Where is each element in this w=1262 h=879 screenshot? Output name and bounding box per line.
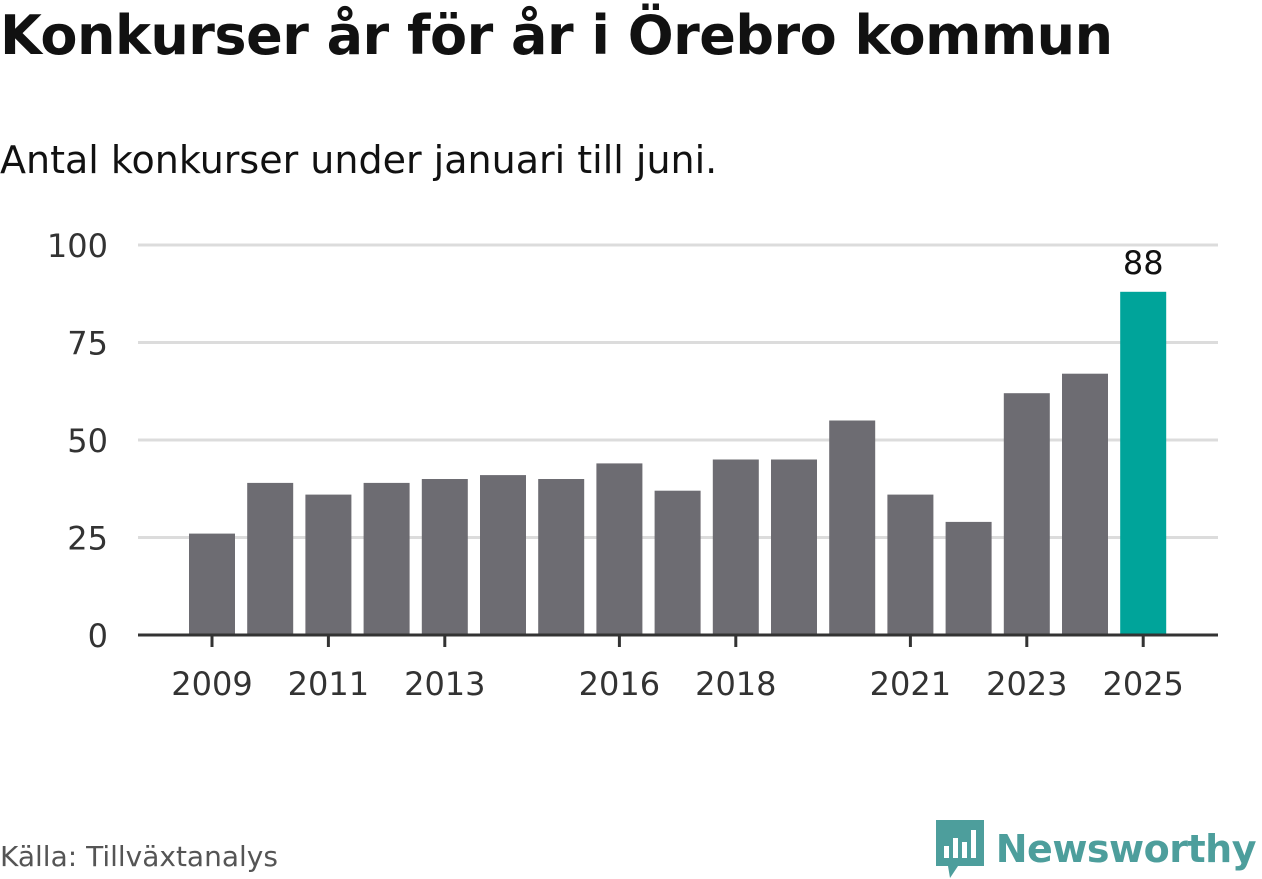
x-tick-label: 2009 [171, 665, 252, 703]
bar-2014 [480, 475, 526, 635]
bar-2025 [1120, 291, 1167, 635]
x-tick-label: 2023 [986, 665, 1067, 703]
y-tick-label: 50 [67, 422, 108, 460]
bar-2021 [887, 494, 934, 635]
bar-2013 [421, 479, 468, 635]
x-tick-label: 2013 [404, 665, 485, 703]
bar-2022 [945, 521, 992, 635]
chart-title: Konkurser år för år i Örebro kommun [0, 4, 1113, 67]
bar-2010 [247, 482, 294, 635]
brand-logo: Newsworthy [935, 820, 1257, 878]
x-tick-label: 2025 [1102, 665, 1183, 703]
bar-2009 [189, 533, 235, 635]
chart-subtitle: Antal konkurser under januari till juni. [0, 138, 718, 182]
y-tick-label: 75 [67, 325, 108, 363]
x-tick-label: 2011 [288, 665, 369, 703]
source-note: Källa: Tillväxtanalys [0, 840, 278, 873]
bar-2018 [712, 459, 759, 635]
x-tick-label: 2018 [695, 665, 776, 703]
brand-name: Newsworthy [995, 827, 1257, 871]
y-tick-label: 0 [88, 617, 108, 655]
bar-2024 [1062, 373, 1108, 635]
x-tick-label: 2016 [579, 665, 660, 703]
bar-2012 [363, 482, 410, 635]
bar-2023 [1003, 393, 1050, 635]
bar-2016 [596, 463, 643, 635]
bar-2020 [829, 420, 876, 635]
y-tick-label: 25 [67, 520, 108, 558]
y-tick-label: 100 [47, 227, 108, 265]
bar-2015 [538, 479, 585, 635]
bar-chart: 0 25 50 75 100 88 2009 2011 2013 2016 2018 2021 2023… [47, 227, 1218, 703]
x-tick-label: 2021 [870, 665, 951, 703]
bar-chart-speech-bubble-icon [935, 820, 984, 878]
bar-2017 [654, 490, 701, 635]
data-label: 88 [1123, 244, 1164, 282]
bar-2019 [771, 459, 817, 635]
bar-2011 [305, 494, 352, 635]
